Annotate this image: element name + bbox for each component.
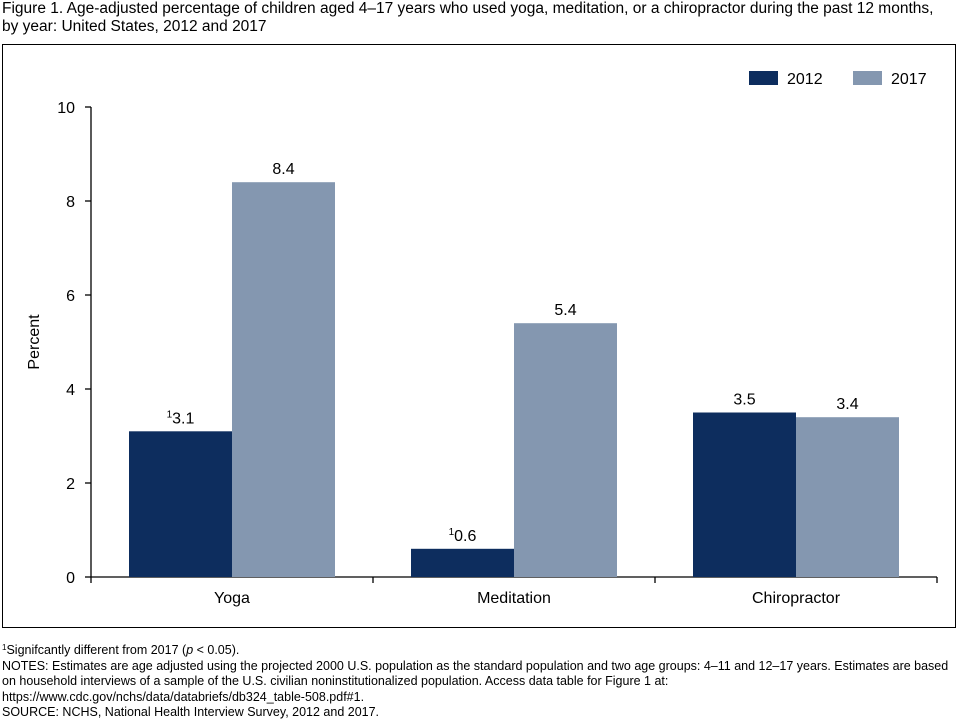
y-tick-label: 10 [57, 100, 75, 117]
data-label-value: 0.6 [454, 528, 476, 545]
footnote-superscript: 1 [167, 409, 173, 420]
data-label: 3.5 [733, 392, 755, 409]
legend-swatch-2012 [749, 71, 778, 85]
y-tick-label: 2 [66, 476, 75, 493]
legend-label-2017: 2017 [891, 71, 927, 88]
significance-text-after: < 0.05). [193, 643, 240, 657]
notes-text: NOTES: Estimates are age adjusted using … [2, 658, 949, 704]
bar-2017-yoga [232, 182, 335, 577]
bar-2012-chiropractor [693, 412, 796, 577]
legend-swatch-2017 [853, 71, 882, 85]
x-category-label: Meditation [477, 590, 551, 607]
chart-frame: 0 2 4 6 8 10 Percent 13.1 8.4 Yoga 10.6 5.4 Meditati… [2, 44, 956, 628]
bar-chart: 0246810Percent13.18.4Yoga10.65.4Meditati… [26, 71, 938, 607]
bar-2012-yoga [129, 431, 232, 577]
significance-footnote: 1Signifcantly different from 2017 (p < 0… [2, 640, 957, 659]
significance-p: p [186, 643, 194, 657]
footnote-mark: 1 [2, 643, 7, 652]
data-label: 5.4 [554, 302, 576, 319]
x-category-label: Yoga [214, 590, 250, 607]
data-label: 8.4 [272, 161, 294, 178]
data-label-value: 3.1 [172, 410, 194, 427]
y-tick-label: 6 [66, 288, 75, 305]
y-tick-label: 4 [66, 382, 75, 399]
footnote-superscript: 1 [449, 527, 455, 538]
x-category-label: Chiropractor [752, 590, 841, 607]
bar-2017-meditation [514, 323, 617, 577]
figure-title: Figure 1. Age-adjusted percentage of chi… [2, 0, 934, 35]
y-tick-label: 0 [66, 570, 75, 587]
y-tick-label: 8 [66, 194, 75, 211]
significance-text-before: Signifcantly different from 2017 ( [6, 643, 187, 657]
data-label: 3.4 [836, 396, 858, 413]
source-text: SOURCE: NCHS, National Health Interview … [2, 705, 380, 719]
legend-label-2012: 2012 [787, 71, 823, 88]
figure-notes: 1Signifcantly different from 2017 (p < 0… [2, 640, 957, 721]
data-label: 13.1 [167, 409, 195, 427]
y-axis-label: Percent [26, 314, 43, 370]
data-label: 10.6 [449, 527, 477, 545]
bar-2012-meditation [411, 548, 514, 577]
bar-2017-chiropractor [796, 417, 899, 577]
